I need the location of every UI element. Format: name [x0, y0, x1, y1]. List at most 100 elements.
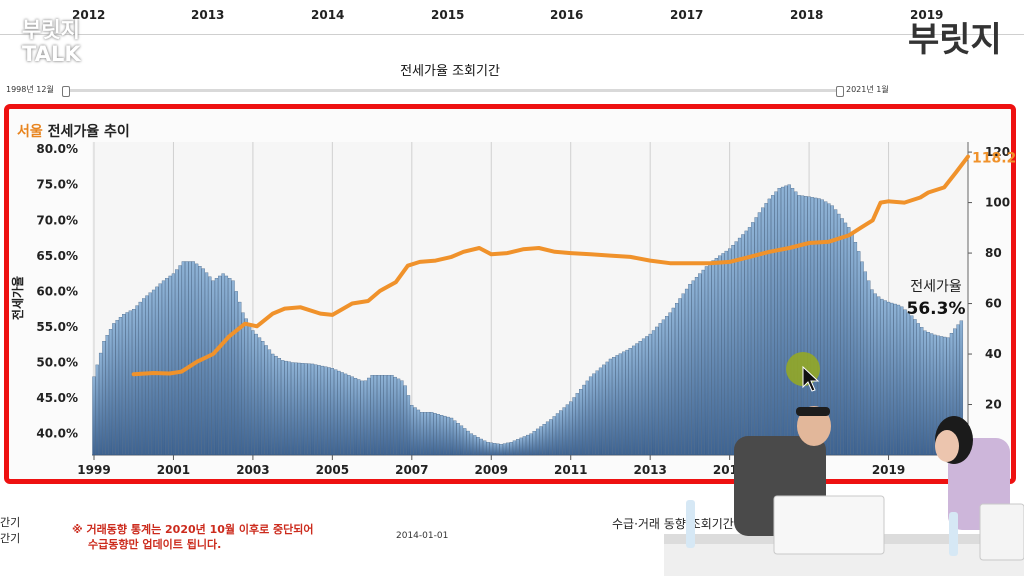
bar — [416, 409, 421, 456]
bar — [701, 269, 705, 456]
bar — [400, 380, 404, 456]
bar — [125, 312, 129, 456]
bar — [880, 298, 884, 456]
bar — [446, 416, 450, 456]
x-tick-label: 2019 — [872, 463, 905, 477]
bar — [327, 367, 331, 456]
y-axis-title: 전세가율 — [10, 276, 25, 320]
bar — [357, 379, 361, 456]
bar — [910, 315, 914, 456]
top-year-label: 2013 — [191, 8, 225, 22]
y-tick-label: 65.0% — [36, 249, 78, 263]
bar — [155, 286, 159, 456]
bar — [572, 397, 576, 456]
y-tick-label: 55.0% — [36, 320, 78, 334]
x-tick-label: 2003 — [236, 463, 269, 477]
bar — [463, 428, 467, 456]
bar — [873, 293, 877, 456]
bar — [658, 323, 662, 456]
bar — [390, 375, 394, 456]
footer-period-title: 수급·거래 동향 조회기간 — [612, 517, 734, 531]
bar — [833, 209, 838, 456]
bar — [380, 375, 384, 456]
bar — [238, 301, 242, 456]
slider-track[interactable] — [62, 86, 844, 97]
bar — [433, 413, 437, 456]
bar — [588, 376, 593, 456]
brand-watermark: 부릿지 TALK — [22, 18, 81, 66]
bar — [724, 250, 728, 456]
bar — [549, 419, 553, 456]
bar — [569, 401, 573, 456]
bar — [516, 439, 520, 456]
bar — [367, 377, 371, 456]
bar — [618, 353, 623, 456]
bar — [668, 312, 672, 456]
bar — [920, 327, 924, 456]
y-tick-label: 70.0% — [36, 213, 78, 227]
bar — [251, 330, 255, 456]
bar — [386, 375, 391, 456]
bar — [158, 283, 162, 456]
bar — [870, 289, 874, 456]
top-year-axis: 2012 2013 2014 2015 2016 2017 2018 2019 — [0, 0, 1024, 35]
bar — [830, 205, 834, 456]
x-tick-label: 2013 — [633, 463, 666, 477]
bar — [373, 375, 378, 456]
bar — [913, 319, 917, 456]
top-year-label: 2015 — [431, 8, 465, 22]
bar — [284, 360, 288, 456]
bar — [645, 336, 649, 456]
bar — [933, 334, 937, 456]
x-tick-label: 2011 — [554, 463, 587, 477]
bar — [383, 375, 387, 456]
bar — [231, 280, 235, 456]
bar — [929, 333, 934, 456]
bar — [671, 307, 675, 456]
bar — [161, 280, 166, 456]
bar — [244, 318, 248, 456]
bar — [867, 280, 871, 456]
bar — [602, 364, 606, 456]
bar — [257, 337, 262, 456]
period-slider[interactable]: 1998년 12월 2021년 1월 — [0, 84, 1024, 98]
bar — [267, 349, 272, 456]
y2-tick-label: 60 — [985, 297, 1002, 311]
bar — [492, 443, 497, 456]
bar — [926, 332, 930, 456]
slider-end-handle[interactable] — [836, 86, 844, 97]
bar — [181, 261, 186, 456]
bar — [459, 425, 464, 456]
bar — [218, 275, 222, 456]
bar — [115, 320, 119, 456]
bar — [403, 385, 407, 456]
bar — [625, 349, 629, 456]
bar — [171, 273, 176, 456]
bar — [526, 434, 530, 456]
bar — [277, 358, 282, 456]
bar — [360, 380, 364, 456]
bar — [896, 304, 901, 456]
bar — [489, 442, 493, 456]
presenter-right-face — [935, 430, 959, 462]
y2-tick-label: 120 — [985, 145, 1010, 159]
top-year-label: 2017 — [670, 8, 704, 22]
bar — [430, 412, 434, 456]
bar — [271, 353, 275, 456]
bar — [221, 273, 225, 456]
bar — [509, 442, 513, 456]
bar — [456, 423, 460, 456]
laptop-left — [773, 495, 885, 555]
bar — [688, 284, 692, 456]
bar — [622, 351, 626, 456]
y-tick-label: 80.0% — [36, 142, 78, 156]
bar — [208, 276, 212, 456]
bar — [224, 275, 229, 456]
bar — [247, 324, 252, 456]
slider-start-handle[interactable] — [62, 86, 70, 97]
bar — [635, 343, 639, 456]
bar — [681, 293, 685, 456]
bar — [592, 373, 596, 456]
bar — [165, 278, 169, 456]
